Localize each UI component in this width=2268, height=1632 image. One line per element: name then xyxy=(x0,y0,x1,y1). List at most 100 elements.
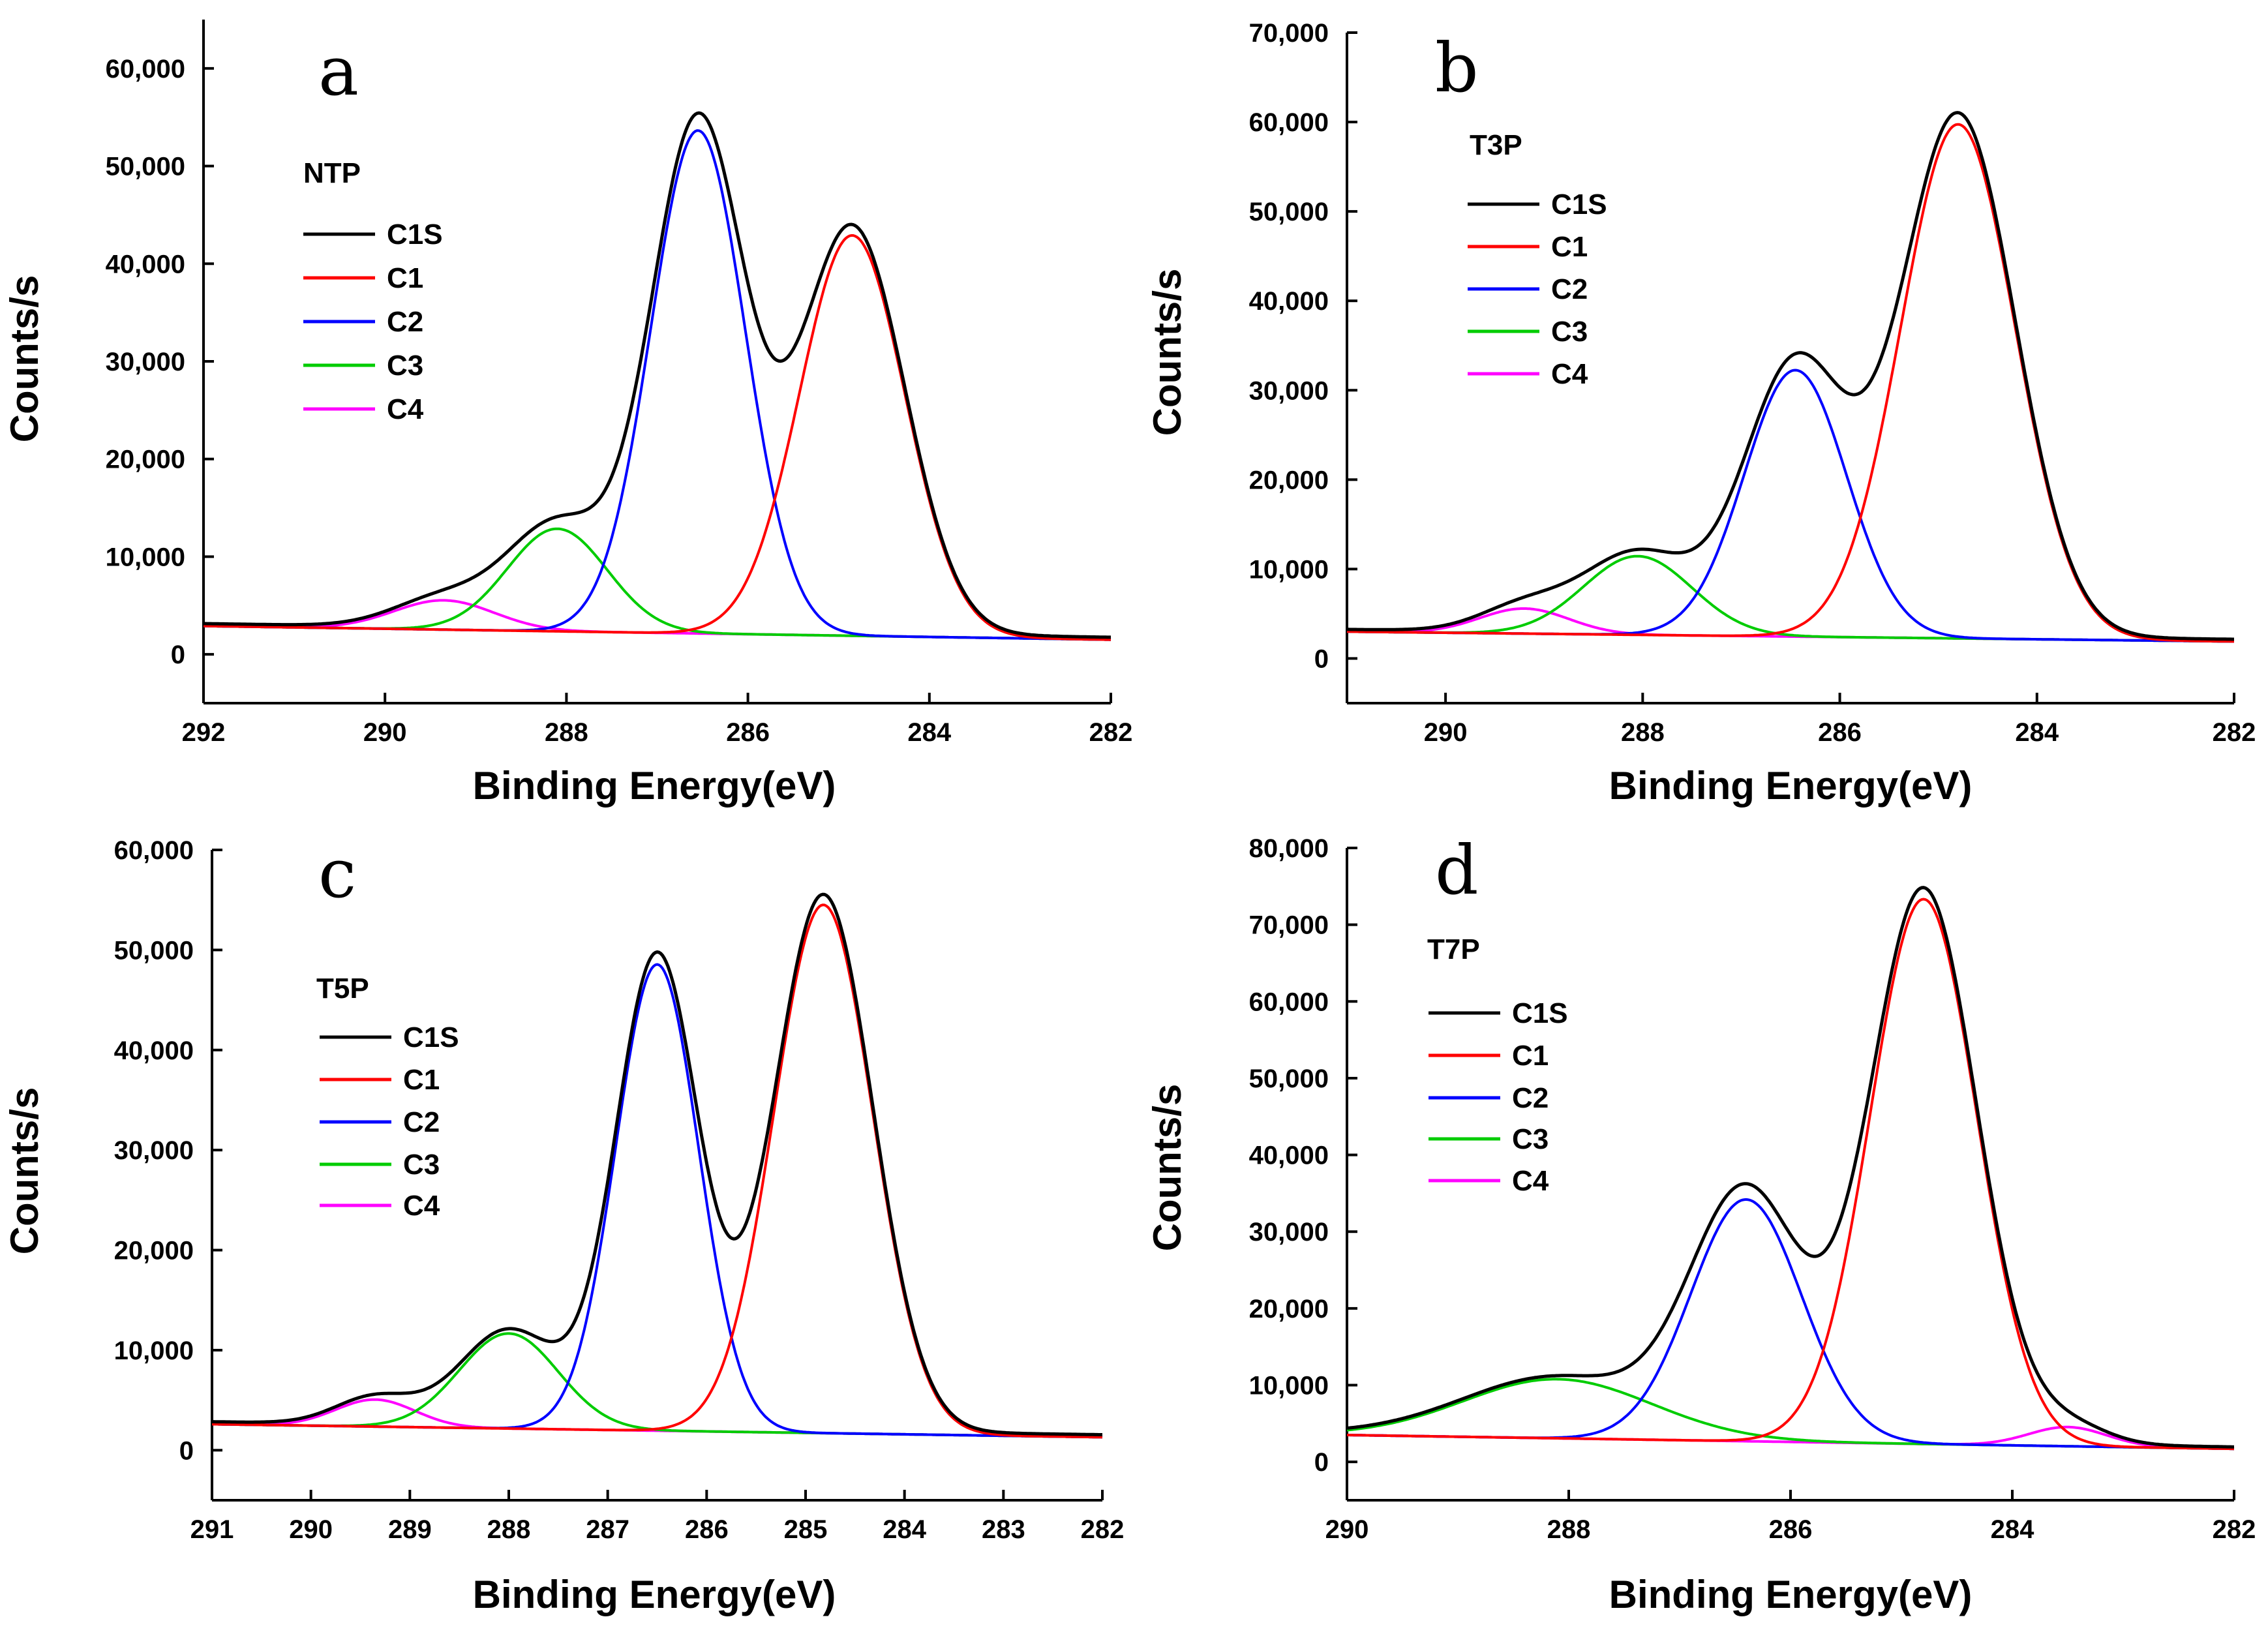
panel-d-legend-label-c4: C4 xyxy=(1512,1165,1549,1197)
panel-a-y-tick-label: 30,000 xyxy=(106,348,185,376)
panel-b-x-tick-label: 286 xyxy=(1818,718,1862,747)
panel-a-x-axis-label: Binding Energy(eV) xyxy=(473,764,836,808)
panel-c-x-tick-label: 290 xyxy=(289,1515,333,1544)
panel-d-y-tick-label: 80,000 xyxy=(1249,834,1329,863)
panel-b-y-tick-label: 0 xyxy=(1314,644,1329,673)
panel-c-legend: C1S C1 C2 C3 C4 xyxy=(320,1021,459,1222)
panel-a-letter: a xyxy=(318,31,359,111)
panel-a-y-tick-label: 0 xyxy=(171,641,185,669)
panel-a-y-tick-label: 60,000 xyxy=(106,55,185,83)
panel-d-letter: d xyxy=(1435,830,1479,910)
panel-c-y-tick-label: 20,000 xyxy=(114,1237,194,1265)
panel-c-series-c1-line xyxy=(211,903,1103,1439)
panel-b-y-tick-label: 20,000 xyxy=(1249,466,1329,494)
panel-c-legend-label-c3: C3 xyxy=(403,1149,440,1181)
panel-d-y-tick-label: 30,000 xyxy=(1249,1218,1329,1247)
panel-d-legend-label-c1s: C1S xyxy=(1512,997,1568,1029)
panel-a-y-tick-label: 40,000 xyxy=(106,250,185,279)
panel-a-sample-label: NTP xyxy=(303,157,361,189)
panel-b-y-tick-label: 50,000 xyxy=(1249,198,1329,226)
panel-b-y-tick-label: 70,000 xyxy=(1249,19,1329,48)
panel-c-x-tick-label: 284 xyxy=(883,1515,926,1544)
panel-c-legend-label-c2: C2 xyxy=(403,1106,440,1138)
panel-a-legend-label-c4: C4 xyxy=(387,393,424,425)
panel-b-legend: C1S C1 C2 C3 C4 xyxy=(1468,189,1607,390)
panel-d: d T7P Binding Energy(eV) Counts/s C1S C1… xyxy=(1145,830,2256,1616)
panel-a-x-tick-label: 286 xyxy=(726,718,770,747)
panel-d-legend-label-c1: C1 xyxy=(1512,1040,1549,1072)
panel-d-x-tick-label: 288 xyxy=(1547,1515,1591,1544)
panel-c-x-tick-label: 282 xyxy=(1081,1515,1125,1544)
panel-d-y-tick-label: 70,000 xyxy=(1249,911,1329,940)
panel-c-x-tick-label: 285 xyxy=(784,1515,828,1544)
panel-a-y-axis-label: Counts/s xyxy=(3,275,46,443)
panel-a: a NTP Binding Energy(eV) Counts/s C1S C1… xyxy=(3,20,1132,808)
panel-d-legend-label-c2: C2 xyxy=(1512,1082,1549,1114)
panel-c-y-tick-label: 60,000 xyxy=(114,836,194,865)
panel-a-x-tick-label: 292 xyxy=(182,718,226,747)
panel-d-x-tick-label: 290 xyxy=(1325,1515,1369,1544)
panel-b-x-tick-label: 284 xyxy=(2015,718,2059,747)
panel-d-series-c1-line xyxy=(1347,898,2235,1451)
panel-d-x-tick-label: 282 xyxy=(2213,1515,2256,1544)
panel-c-x-tick-label: 291 xyxy=(190,1515,234,1544)
panel-c-x-tick-label: 287 xyxy=(586,1515,629,1544)
panel-d-y-tick-label: 40,000 xyxy=(1249,1141,1329,1170)
panel-c-x-tick-label: 286 xyxy=(685,1515,729,1544)
panel-c-legend-label-c4: C4 xyxy=(403,1190,440,1222)
panel-d-y-axis-label: Counts/s xyxy=(1145,1084,1189,1252)
panel-d-x-tick-label: 284 xyxy=(1991,1515,2034,1544)
panel-a-y-tick-label: 10,000 xyxy=(106,543,185,571)
panel-c-legend-label-c1: C1 xyxy=(403,1064,440,1096)
panel-d-legend: C1S C1 C2 C3 C4 xyxy=(1429,997,1568,1197)
panel-d-x-tick-label: 286 xyxy=(1769,1515,1813,1544)
panel-b-legend-label-c1: C1 xyxy=(1551,231,1588,263)
panel-d-y-tick-label: 50,000 xyxy=(1249,1065,1329,1093)
panel-a-series-c1s-line xyxy=(204,111,1111,639)
panel-d-x-axis-label: Binding Energy(eV) xyxy=(1609,1573,1973,1616)
panel-a-plot-area: 0 10,000 20,000 30,000 40,000 50,000 60,000 292… xyxy=(106,20,1133,747)
panel-b-x-tick-label: 282 xyxy=(2213,718,2256,747)
panel-d-y-tick-label: 10,000 xyxy=(1249,1372,1329,1400)
panel-d-sample-label: T7P xyxy=(1427,933,1480,965)
panel-b: b T3P Binding Energy(eV) Counts/s C1S C1… xyxy=(1145,19,2256,808)
panel-b-legend-label-c3: C3 xyxy=(1551,316,1588,348)
panel-b-legend-label-c1s: C1S xyxy=(1551,189,1607,220)
panel-c-series-c1s-line xyxy=(212,892,1102,1436)
panel-a-legend-label-c3: C3 xyxy=(387,350,423,382)
panel-d-y-tick-label: 20,000 xyxy=(1249,1295,1329,1323)
panel-a-legend-label-c1: C1 xyxy=(387,262,423,294)
panel-c-x-tick-label: 288 xyxy=(487,1515,531,1544)
panel-c: c T5P Binding Energy(eV) Counts/s C1S C1… xyxy=(3,834,1124,1616)
panel-b-y-axis-label: Counts/s xyxy=(1145,269,1189,436)
panel-b-y-tick-label: 40,000 xyxy=(1249,287,1329,316)
panel-d-y-tick-label: 0 xyxy=(1314,1448,1329,1477)
panel-b-letter: b xyxy=(1435,28,1479,108)
panel-b-y-tick-label: 30,000 xyxy=(1249,376,1329,405)
panel-d-y-tick-label: 60,000 xyxy=(1249,988,1329,1016)
panel-c-x-axis-label: Binding Energy(eV) xyxy=(473,1573,836,1616)
panel-d-series-c1s-line xyxy=(1346,886,2234,1449)
panel-b-x-tick-label: 290 xyxy=(1424,718,1468,747)
panel-b-sample-label: T3P xyxy=(1470,129,1522,161)
panel-b-series-c1s-line xyxy=(1347,111,2234,641)
panel-a-legend-label-c1s: C1S xyxy=(387,219,443,250)
panel-a-legend-label-c2: C2 xyxy=(387,306,423,338)
panel-c-y-tick-label: 40,000 xyxy=(114,1036,194,1065)
panel-b-y-tick-label: 60,000 xyxy=(1249,108,1329,137)
panel-c-x-tick-label: 289 xyxy=(388,1515,432,1544)
panel-b-y-tick-label: 10,000 xyxy=(1249,555,1329,584)
panel-c-y-tick-label: 50,000 xyxy=(114,936,194,965)
panel-b-legend-label-c2: C2 xyxy=(1551,273,1588,305)
panel-a-y-tick-label: 50,000 xyxy=(106,153,185,181)
panel-d-plot-area: 0 10,000 20,000 30,000 40,000 50,000 60,000 70,… xyxy=(1249,834,2256,1544)
panel-c-x-tick-label: 283 xyxy=(982,1515,1025,1544)
panel-c-y-tick-label: 10,000 xyxy=(114,1337,194,1365)
panel-c-sample-label: T5P xyxy=(316,973,369,1005)
panel-b-x-axis-label: Binding Energy(eV) xyxy=(1609,764,1973,808)
panel-a-x-tick-label: 282 xyxy=(1089,718,1133,747)
panel-c-legend-label-c1s: C1S xyxy=(403,1021,459,1053)
panel-c-y-tick-label: 30,000 xyxy=(114,1136,194,1165)
